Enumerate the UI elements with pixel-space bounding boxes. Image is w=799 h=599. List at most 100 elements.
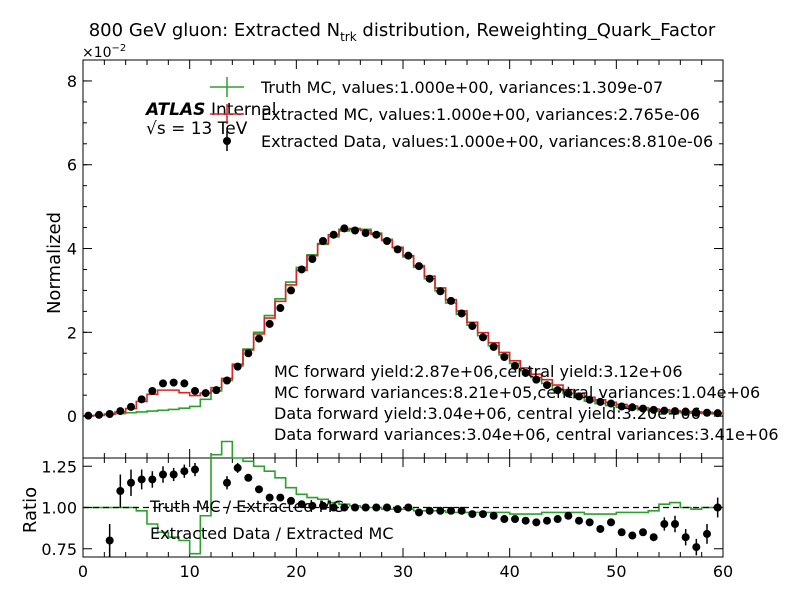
ratio-y-tick-label: 1.00	[41, 499, 77, 518]
data-point	[233, 463, 242, 472]
data-point	[489, 511, 498, 520]
data-point	[500, 353, 509, 362]
data-point	[681, 533, 690, 542]
title-main: 800 GeV gluon: Extracted N	[89, 20, 340, 41]
y-tick-label: 4	[67, 240, 77, 259]
data-point	[596, 397, 605, 406]
data-point	[543, 381, 551, 390]
data-point	[575, 392, 583, 401]
data-point	[543, 516, 551, 525]
data-point	[436, 287, 445, 296]
x-tick-label: 50	[606, 562, 626, 581]
x-tick-label: 20	[286, 562, 306, 581]
data-point	[585, 395, 594, 404]
data-point	[372, 230, 381, 239]
data-point	[159, 379, 167, 388]
data-point	[116, 487, 125, 495]
legend: Truth MC, values:1.000e+00, variances:1.…	[210, 77, 713, 151]
data-point	[703, 529, 711, 538]
data-point	[127, 402, 135, 411]
data-point	[169, 378, 178, 387]
data-point	[628, 403, 637, 412]
ratio-plot: 0.75 1.00 1.25 0 10 20 30 40 50 60	[41, 440, 733, 581]
data-point	[265, 493, 274, 502]
data-point	[607, 399, 615, 408]
data-point	[137, 395, 146, 404]
data-point	[564, 511, 573, 520]
data-point	[244, 349, 253, 358]
data-point	[681, 407, 690, 416]
data-point	[255, 485, 263, 494]
data-point	[649, 533, 658, 542]
data-point	[404, 251, 413, 260]
x-tick-label: 10	[179, 562, 199, 581]
data-point	[479, 510, 487, 519]
data-point	[617, 402, 626, 411]
data-point	[329, 230, 338, 239]
data-point	[361, 229, 370, 238]
title-subscript: trk	[340, 30, 357, 44]
data-point	[511, 515, 519, 524]
data-point	[692, 543, 701, 552]
data-point	[148, 475, 157, 484]
ratio-y-tick-label: 1.25	[41, 457, 77, 476]
data-point	[191, 386, 199, 395]
data-point	[660, 406, 669, 415]
data-point	[95, 410, 103, 419]
data-point	[148, 386, 157, 395]
data-point	[521, 516, 530, 525]
data-point	[703, 408, 711, 417]
data-point	[383, 236, 391, 245]
data-point	[425, 506, 434, 515]
y-tick-label: 8	[67, 72, 77, 91]
data-point	[692, 408, 701, 417]
data-point	[457, 309, 466, 318]
annotation-mc-yield: MC forward yield:2.87e+06,central yield:…	[274, 362, 683, 381]
data-point	[351, 226, 359, 235]
y-tick-label: 6	[67, 156, 77, 175]
data-point	[532, 518, 541, 527]
data-point	[393, 245, 402, 254]
data-point	[639, 528, 647, 537]
data-point	[180, 379, 189, 388]
annotation-data-yield: Data forward yield:3.04e+06, central yie…	[274, 404, 701, 423]
data-point	[713, 409, 722, 418]
y-multiplier: ×10−2	[82, 43, 126, 61]
data-point	[244, 473, 253, 482]
chart-title: 800 GeV gluon: Extracted Ntrk distributi…	[89, 20, 716, 44]
data-point	[233, 362, 242, 371]
data-point	[436, 506, 445, 515]
data-point	[180, 467, 189, 476]
data-point	[447, 296, 455, 305]
data-point	[628, 531, 637, 540]
x-tick-label: 0	[78, 562, 88, 581]
data-point	[276, 304, 285, 313]
data-point	[127, 478, 135, 487]
data-point	[447, 506, 455, 515]
ratio-legend-data: Extracted Data / Extracted MC	[150, 524, 394, 543]
x-tick-label: 40	[499, 562, 519, 581]
data-point	[276, 493, 285, 502]
legend-entry-extracted-mc: Extracted MC, values:1.000e+00, variance…	[261, 105, 700, 124]
data-point	[575, 516, 583, 525]
data-point	[287, 496, 295, 505]
data-point	[660, 520, 669, 528]
data-point	[468, 322, 477, 331]
data-point	[169, 470, 178, 479]
x-tick-label: 60	[713, 562, 733, 581]
data-point	[212, 386, 221, 395]
data-point	[607, 518, 615, 527]
data-point	[191, 465, 199, 474]
data-point	[340, 224, 349, 233]
data-point	[479, 333, 487, 342]
data-point	[223, 376, 231, 385]
data-point	[287, 286, 295, 295]
data-point	[649, 405, 658, 414]
data-point	[265, 319, 274, 328]
step-series-0	[83, 440, 723, 555]
data-point	[297, 265, 306, 274]
ratio-y-axis-label: Ratio	[20, 487, 41, 533]
data-point	[671, 520, 679, 528]
data-point	[393, 505, 402, 514]
